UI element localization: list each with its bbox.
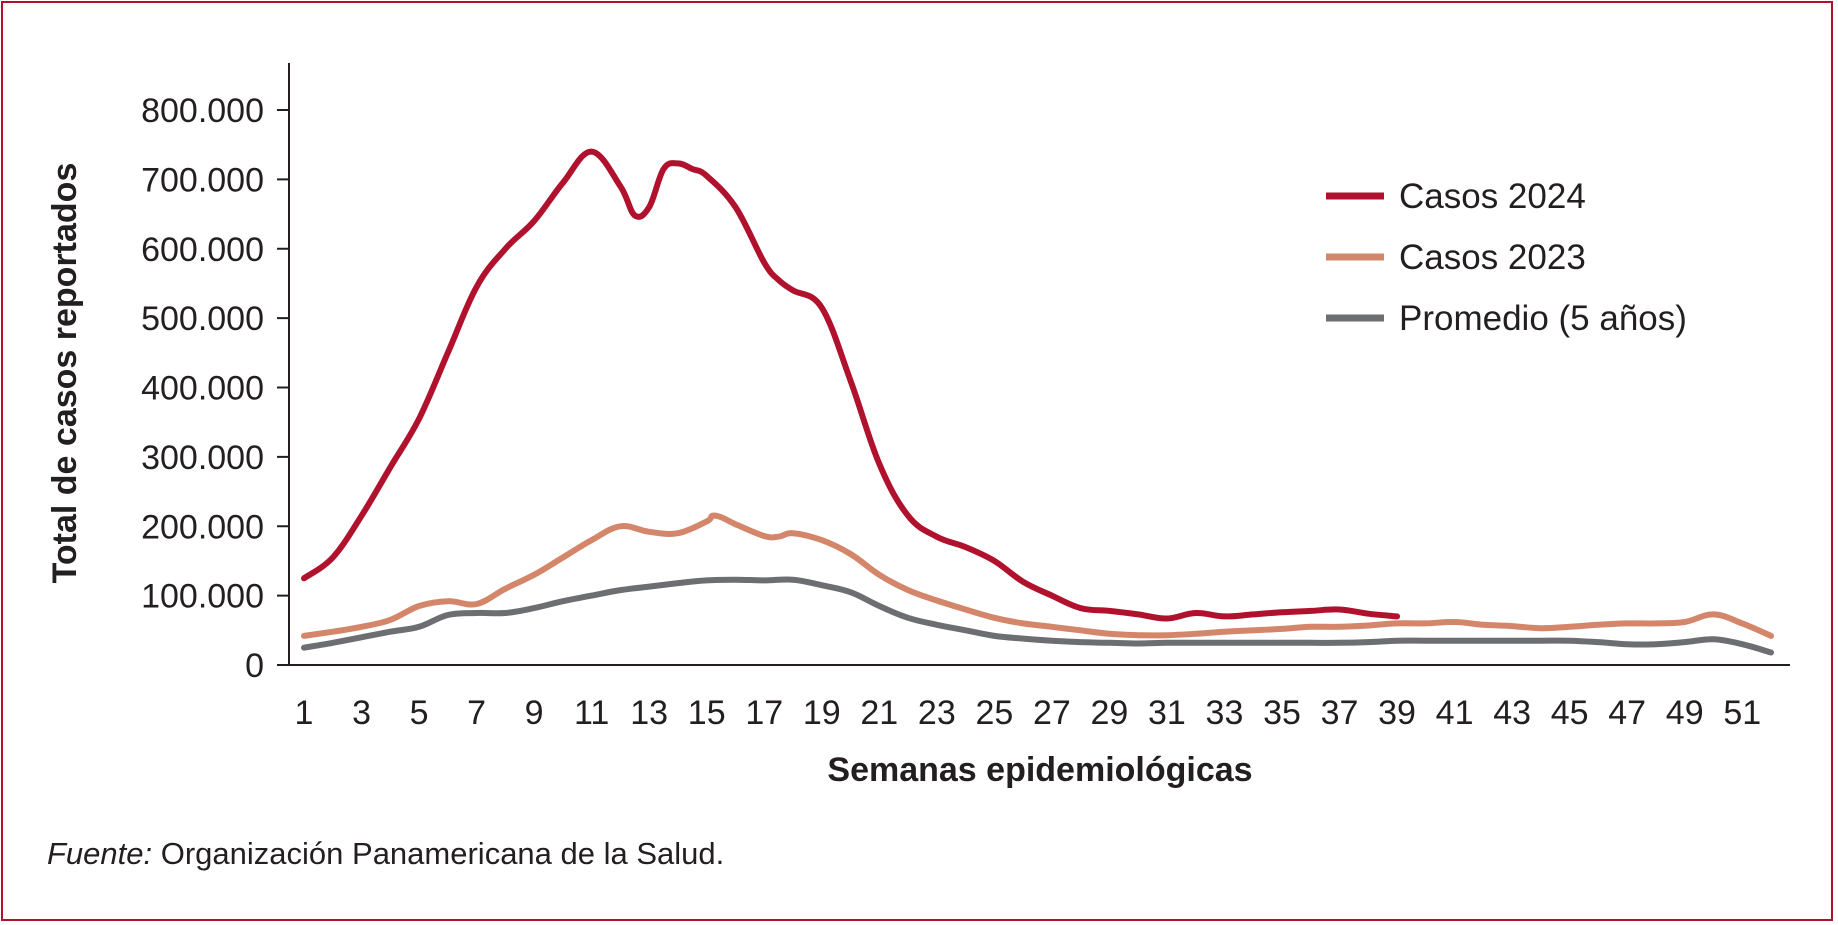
y-tick-label: 400.000 [141,370,264,408]
x-tick-label: 41 [1436,694,1474,732]
series-group [301,148,1774,656]
x-tick-label: 29 [1090,694,1128,732]
series-line-casos-2024 [301,148,1401,622]
series-line-casos-2023 [301,512,1774,639]
y-tick-label: 100.000 [141,578,264,616]
legend: Casos 2024 Casos 2023 Promedio (5 años) [1326,177,1687,338]
y-tick-label: 600.000 [141,231,264,269]
x-axis-title: Semanas epidemiológicas [827,751,1252,789]
x-axis-ticks: 1 3 5 7 9 11 13 15 17 19 21 23 25 27 29 31 33 35 37 39 41 43 4… [295,694,1762,732]
x-tick-label: 35 [1263,694,1301,732]
y-tick-label: 800.000 [141,92,264,130]
x-tick-label: 11 [574,694,609,732]
series-line-promedio-5-a-os [301,576,1774,656]
y-tick-label: 300.000 [141,439,264,477]
x-tick-label: 13 [630,694,668,732]
x-tick-label: 37 [1321,694,1359,732]
x-tick-label: 25 [975,694,1013,732]
x-tick-label: 5 [410,694,429,732]
source-label: Fuente: [47,836,153,871]
y-axis-ticks: 0 100.000 200.000 300.000 400.000 500.000 600.… [141,92,289,685]
x-tick-label: 23 [918,694,956,732]
source-text: Organización Panamericana de la Salud. [160,836,725,871]
legend-label: Casos 2024 [1399,177,1586,216]
x-tick-label: 9 [525,694,544,732]
x-tick-label: 27 [1033,694,1071,732]
y-tick-label: 700.000 [141,161,264,199]
x-tick-label: 51 [1723,694,1761,732]
legend-label: Casos 2023 [1399,238,1586,277]
x-tick-label: 45 [1551,694,1589,732]
y-tick-label: 0 [245,647,264,685]
x-tick-label: 49 [1666,694,1704,732]
x-tick-label: 1 [295,694,314,732]
legend-label: Promedio (5 años) [1399,299,1687,338]
y-tick-label: 200.000 [141,508,264,546]
x-tick-label: 31 [1148,694,1186,732]
x-tick-label: 3 [352,694,371,732]
x-tick-label: 15 [688,694,726,732]
source-note: Fuente: Organización Panamericana de la … [47,836,724,872]
x-tick-label: 43 [1493,694,1531,732]
x-tick-label: 39 [1378,694,1416,732]
y-tick-label: 500.000 [141,300,264,338]
x-tick-label: 17 [745,694,783,732]
y-axis-title: Total de casos reportados [46,163,84,584]
x-tick-label: 21 [860,694,898,732]
x-tick-label: 7 [467,694,486,732]
x-tick-label: 19 [803,694,841,732]
x-tick-label: 33 [1206,694,1244,732]
x-tick-label: 47 [1608,694,1646,732]
